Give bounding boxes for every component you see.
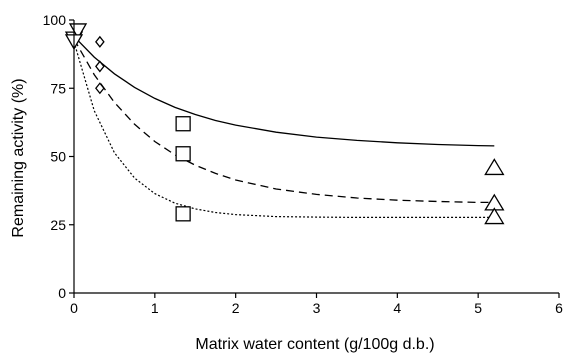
tick-marks [69, 19, 560, 298]
y-tick-label: 75 [50, 80, 66, 96]
diamond-marker [95, 35, 105, 48]
x-tick-label: 4 [393, 300, 401, 316]
y-tick-label: 50 [50, 149, 66, 165]
x-axis-title: Matrix water content (g/100g d.b.) [195, 336, 434, 353]
fit-curve-dotted [73, 41, 495, 218]
y-tick-label: 0 [58, 285, 66, 301]
y-tick-label: 25 [50, 217, 66, 233]
square-marker [175, 206, 191, 222]
y-tick-label: 100 [43, 12, 67, 28]
x-tick-label: 1 [151, 300, 159, 316]
triangle-up-marker [484, 207, 505, 225]
x-tick-label: 0 [70, 300, 78, 316]
square-marker [175, 116, 191, 132]
triangle-up-marker [484, 158, 505, 176]
axes [73, 20, 559, 294]
diamond-marker [95, 60, 105, 73]
x-tick-label: 6 [555, 300, 563, 316]
y-axis-title: Remaining activity (%) [10, 78, 27, 237]
diamond-marker [95, 82, 105, 95]
x-tick-label: 5 [474, 300, 482, 316]
data-points [64, 23, 505, 225]
x-tick-label: 2 [232, 300, 240, 316]
fit-curve-dashed [73, 38, 495, 204]
fitted-curves [73, 35, 495, 218]
tick-labels: 0 1 2 3 4 5 6 0 25 50 75 100 [43, 12, 563, 316]
x-tick-label: 3 [313, 300, 321, 316]
square-marker [175, 146, 191, 162]
fit-curve-solid [73, 35, 495, 147]
